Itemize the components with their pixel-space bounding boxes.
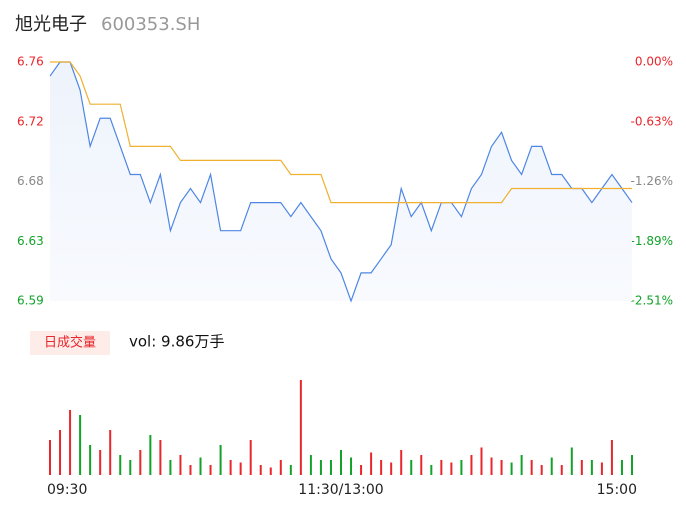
y2-tick-label: -1.89% [631, 234, 673, 248]
volume-bar [239, 462, 242, 475]
volume-bar [279, 460, 282, 475]
volume-bar [470, 455, 473, 475]
volume-bar [249, 440, 252, 475]
volume-bar [370, 452, 373, 475]
volume-bar [430, 465, 433, 475]
volume-bar [69, 410, 72, 475]
volume-bar [610, 440, 613, 475]
y2-tick-label: -0.63% [631, 114, 673, 128]
volume-button-label[interactable]: 日成交量 [44, 335, 96, 351]
volume-bar [560, 465, 563, 475]
volume-bar [480, 447, 483, 475]
x-tick-label: 15:00 [597, 482, 637, 498]
volume-bar [580, 460, 583, 475]
average-line [50, 61, 632, 204]
volume-bar [420, 455, 423, 475]
volume-bar [440, 460, 443, 475]
y-tick-label: 6.68 [17, 174, 44, 188]
volume-bar [490, 457, 493, 475]
volume-bar [89, 445, 92, 475]
volume-bar [119, 455, 122, 475]
volume-bar [450, 462, 453, 475]
volume-bar [390, 462, 393, 475]
x-tick-label: 11:30/13:00 [298, 482, 383, 498]
y2-tick-label: -2.51% [631, 294, 673, 308]
volume-bar [400, 450, 403, 475]
volume-bar [99, 450, 102, 475]
volume-bar [360, 465, 363, 475]
volume-bar [319, 460, 322, 475]
price-line [49, 61, 633, 303]
y2-tick-label: -1.26% [631, 174, 673, 188]
volume-bar [129, 460, 132, 475]
volume-bar [620, 460, 623, 475]
volume-bar [59, 430, 62, 475]
volume-bar [631, 455, 633, 475]
volume-bar [510, 462, 513, 475]
volume-bar [530, 460, 533, 475]
volume-bar [49, 440, 51, 475]
volume-bar [219, 445, 222, 475]
volume-bar [149, 435, 152, 475]
volume-bar [309, 455, 312, 475]
volume-bar [299, 380, 302, 475]
volume-bar [600, 462, 603, 475]
volume-bar [199, 457, 202, 475]
volume-bar [289, 465, 292, 475]
y-tick-label: 6.63 [17, 234, 44, 248]
x-tick-label: 09:30 [47, 482, 87, 498]
volume-bar [329, 460, 332, 475]
volume-bar [189, 465, 192, 475]
volume-bar [380, 460, 383, 475]
volume-bar [570, 447, 573, 475]
volume-label: vol: 9.86万手 [129, 333, 224, 351]
volume-bar [500, 460, 503, 475]
chart-title: 旭光电子 [15, 14, 87, 35]
volume-bar [259, 465, 262, 475]
volume-bar [520, 455, 523, 475]
y2-tick-label: 0.00% [635, 55, 673, 69]
y-tick-label: 6.72 [17, 114, 44, 128]
price-area [50, 62, 632, 301]
volume-bar [460, 460, 463, 475]
volume-bar [209, 465, 212, 475]
volume-bar [169, 460, 172, 475]
y-tick-label: 6.76 [17, 55, 44, 69]
volume-bar [540, 465, 543, 475]
y-tick-label: 6.59 [17, 294, 44, 308]
volume-bar [159, 440, 162, 475]
volume-button[interactable] [30, 331, 110, 355]
volume-bar [109, 430, 112, 475]
volume-bar [350, 457, 353, 475]
volume-bar [139, 450, 142, 475]
volume-bar [179, 455, 182, 475]
volume-bar [410, 460, 413, 475]
volume-bar [79, 415, 82, 475]
volume-bar [269, 467, 272, 475]
volume-bar [340, 450, 342, 475]
volume-bar [590, 460, 593, 475]
chart-subtitle: 600353.SH [101, 14, 200, 35]
volume-bar [550, 457, 553, 475]
volume-bar [229, 460, 232, 475]
